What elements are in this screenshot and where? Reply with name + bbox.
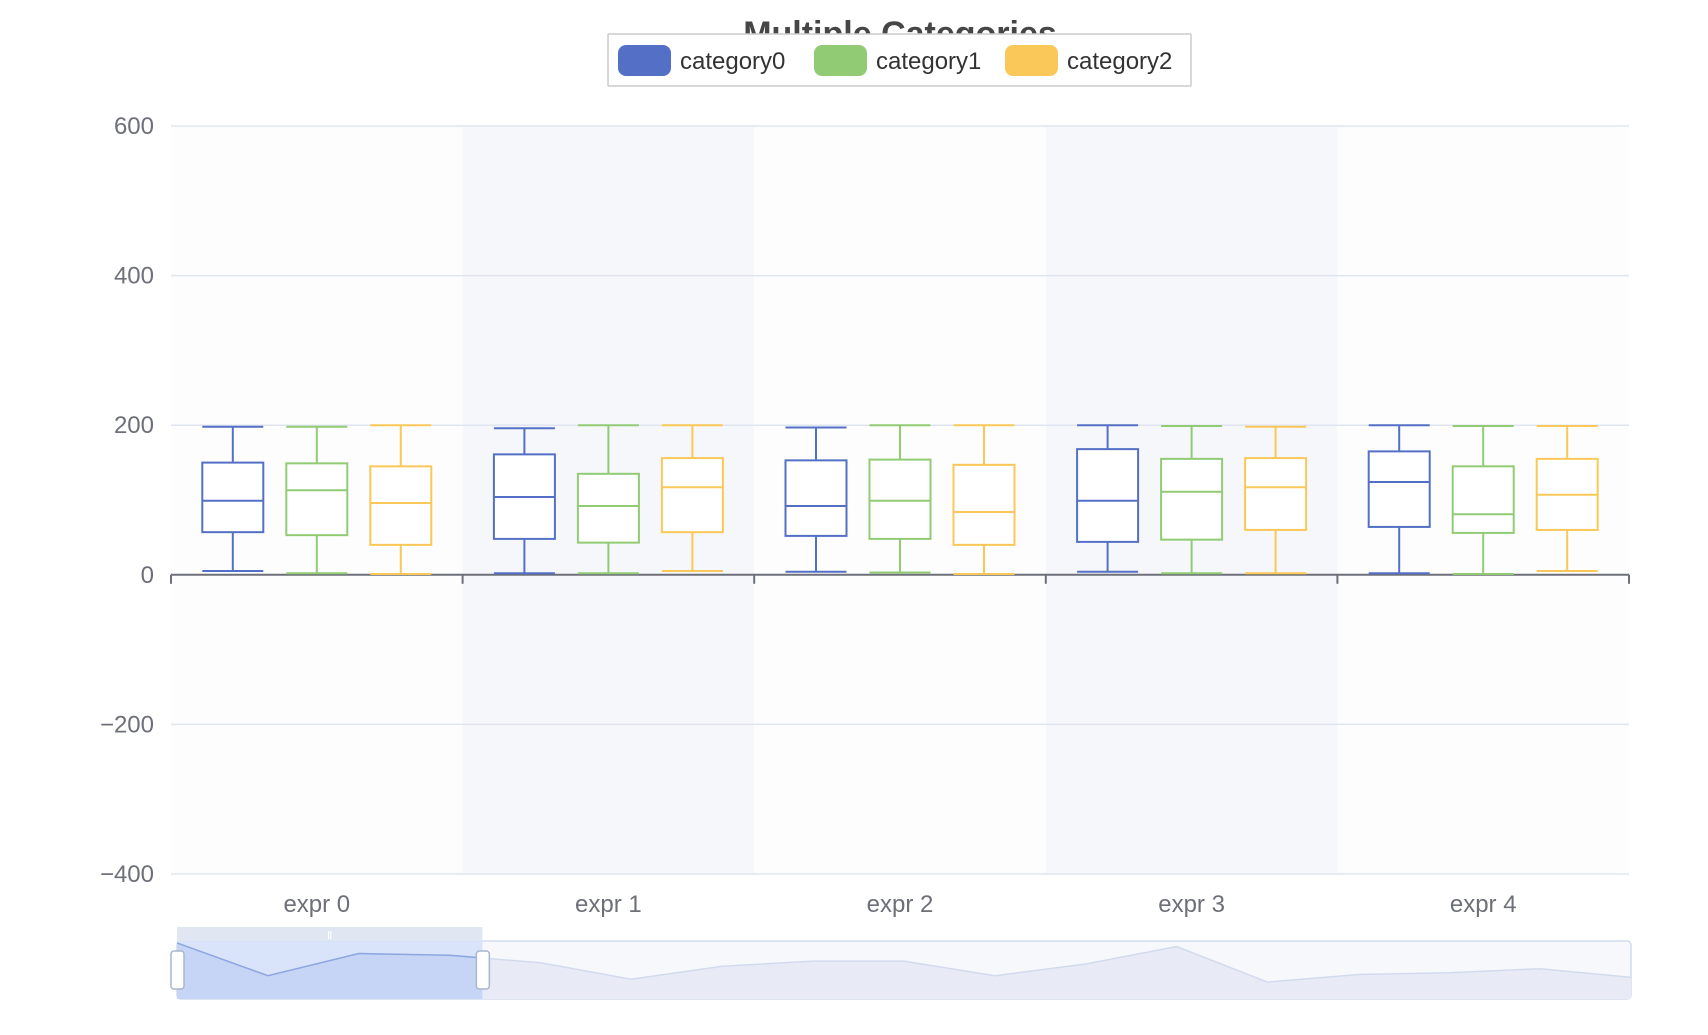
- zoom-move-handle[interactable]: [177, 927, 483, 941]
- box-category2[interactable]: [1535, 424, 1599, 573]
- box-category0[interactable]: [492, 427, 556, 575]
- legend: category0 category1 category2: [607, 33, 1192, 87]
- box-category2[interactable]: [660, 424, 724, 573]
- box-category0[interactable]: [1367, 424, 1431, 575]
- y-tick-label: 200: [114, 412, 154, 439]
- legend-label-category1: category1: [876, 48, 981, 75]
- x-tick-label: expr 3: [1158, 891, 1225, 918]
- legend-item-category1[interactable]: category1: [814, 45, 981, 76]
- box-category1[interactable]: [576, 424, 640, 575]
- box-body: [285, 462, 349, 537]
- x-tick-label: expr 2: [867, 891, 934, 918]
- legend-item-category0[interactable]: category0: [618, 45, 785, 76]
- box-category0[interactable]: [1076, 424, 1140, 573]
- box-body: [1076, 448, 1140, 543]
- x-tick-label: expr 0: [283, 891, 350, 918]
- box-body: [1451, 465, 1515, 534]
- data-zoom-slider[interactable]: Ⅱ: [170, 927, 1632, 1000]
- y-tick-label: 0: [141, 562, 154, 589]
- box-category1[interactable]: [1451, 424, 1515, 576]
- box-body: [576, 472, 640, 544]
- box-body: [868, 458, 932, 540]
- legend-swatch-category2: [1005, 45, 1058, 76]
- zoom-right-handle[interactable]: [475, 950, 491, 990]
- box-category1[interactable]: [285, 425, 349, 575]
- box-category2[interactable]: [369, 424, 433, 576]
- box-body: [660, 457, 724, 534]
- box-body: [1367, 450, 1431, 528]
- box-series: [201, 424, 1599, 576]
- box-category0[interactable]: [784, 426, 848, 573]
- y-tick-label: −400: [100, 861, 154, 888]
- legend-label-category0: category0: [680, 48, 785, 75]
- legend-swatch-category0: [618, 45, 671, 76]
- x-tick-label: expr 4: [1450, 891, 1517, 918]
- y-tick-label: 600: [114, 113, 154, 140]
- zoom-overview-area: [177, 943, 1631, 999]
- y-tick-label: 400: [114, 263, 154, 290]
- zoom-selected-area: [177, 943, 483, 999]
- box-body: [201, 461, 265, 534]
- box-category1[interactable]: [868, 424, 932, 574]
- y-tick-label: −200: [100, 711, 154, 738]
- box-body: [1244, 457, 1308, 531]
- legend-item-category2[interactable]: category2: [1005, 45, 1172, 76]
- zoom-left-handle[interactable]: [170, 950, 185, 990]
- box-category1[interactable]: [1160, 424, 1224, 575]
- y-axis: 600 400 200 0 −200 −400: [100, 113, 154, 888]
- legend-label-category2: category2: [1067, 48, 1172, 75]
- zoom-selected-line: [177, 942, 483, 977]
- box-category2[interactable]: [952, 424, 1016, 576]
- box-body: [784, 459, 848, 537]
- x-tick-label: expr 1: [575, 891, 642, 918]
- box-body: [1160, 457, 1224, 541]
- box-body: [369, 465, 433, 546]
- box-body: [952, 463, 1016, 546]
- zoom-grip-icon[interactable]: Ⅱ: [327, 930, 332, 942]
- box-category2[interactable]: [1244, 425, 1308, 575]
- legend-swatch-category1: [814, 45, 867, 76]
- box-category0[interactable]: [201, 425, 265, 573]
